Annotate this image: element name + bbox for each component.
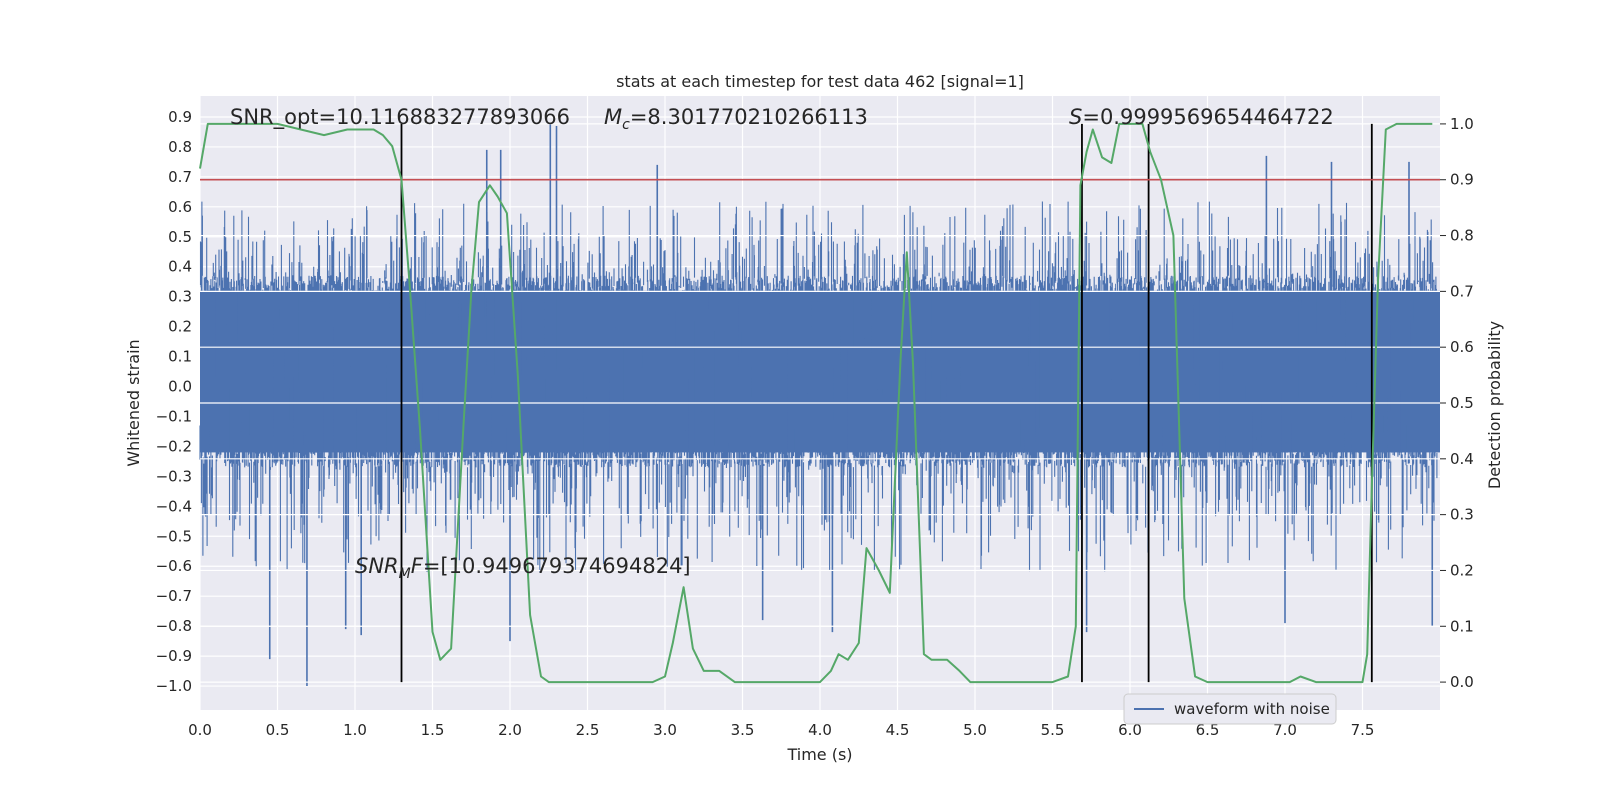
y-tick-label: −0.8 xyxy=(156,617,192,635)
y-right-tick-label: 0.9 xyxy=(1450,171,1474,189)
y-tick-label: −0.9 xyxy=(156,647,192,665)
x-tick-label: 0.5 xyxy=(266,721,290,739)
x-tick-label: 2.5 xyxy=(576,721,600,739)
y-tick-label: −0.7 xyxy=(156,587,192,605)
x-tick-label: 1.5 xyxy=(421,721,445,739)
y-tick-label: −1.0 xyxy=(156,677,192,695)
chart-title: stats at each timestep for test data 462… xyxy=(616,72,1024,91)
y-tick-label: −0.1 xyxy=(156,407,192,425)
y-axis-ticks: 0.9 0.8 0.7 0.6 0.5 0.4 0.3 0.2 0.1 0.0 −0.1 −0.2 −0… xyxy=(156,108,192,695)
x-tick-label: 7.5 xyxy=(1351,721,1375,739)
annotation-snr-mf-f: F xyxy=(411,554,424,578)
x-tick-label: 0.0 xyxy=(188,721,212,739)
y-right-tick-label: 0.0 xyxy=(1450,673,1474,691)
y-tick-label: −0.6 xyxy=(156,557,192,575)
annotation-mc-value: =8.301770210266113 xyxy=(630,105,868,129)
y-right-tick-label: 0.6 xyxy=(1450,338,1474,356)
y-tick-label: 0.9 xyxy=(168,108,192,126)
y-tick-label: 0.2 xyxy=(168,318,192,336)
y-right-tick-label: 1.0 xyxy=(1450,115,1474,133)
probability-line xyxy=(199,122,1433,684)
y-axis-label: Whitened strain xyxy=(124,339,143,466)
legend: waveform with noise xyxy=(1123,693,1337,725)
annotation-snr-opt: SNR_opt=10.116883277893066 xyxy=(230,105,570,130)
x-tick-label: 5.0 xyxy=(963,721,987,739)
y-axis-right-ticks: 1.0 0.9 0.8 0.7 0.6 0.5 0.4 0.3 0.2 0.1 0.0 xyxy=(1440,115,1474,691)
y-right-tick-label: 0.5 xyxy=(1450,394,1474,412)
probability-series xyxy=(199,122,1433,684)
x-tick-label: 1.0 xyxy=(343,721,367,739)
legend-waveform-label: waveform with noise xyxy=(1174,700,1330,718)
x-tick-label: 3.0 xyxy=(653,721,677,739)
waveform-noise xyxy=(199,201,1438,572)
y-tick-label: −0.4 xyxy=(156,497,192,515)
annotation-mc-symbol: M xyxy=(604,105,622,129)
annotation-mc: Mc=8.301770210266113 xyxy=(604,105,868,133)
annotation-s-symbol: S xyxy=(1069,105,1082,129)
x-axis-label: Time (s) xyxy=(786,745,852,764)
annotation-s-value: =0.9999569654464722 xyxy=(1082,105,1333,129)
y-tick-label: −0.5 xyxy=(156,527,192,545)
annotation-snr-mf: SNRMF=[10.949679374694824] xyxy=(355,554,691,582)
y-tick-label: 0.5 xyxy=(168,228,192,246)
y-right-tick-label: 0.3 xyxy=(1450,506,1474,524)
y-tick-label: 0.3 xyxy=(168,288,192,306)
y-tick-label: 0.4 xyxy=(168,258,192,276)
annotation-s: S=0.9999569654464722 xyxy=(1069,105,1334,129)
x-tick-label: 6.5 xyxy=(1196,721,1220,739)
annotation-mc-sub: c xyxy=(622,117,630,133)
y-tick-label: −0.3 xyxy=(156,467,192,485)
y-right-tick-label: 0.4 xyxy=(1450,450,1474,468)
y-right-tick-label: 0.8 xyxy=(1450,227,1474,245)
waveform-series xyxy=(199,122,1440,687)
x-tick-label: 4.0 xyxy=(808,721,832,739)
y-right-tick-label: 0.7 xyxy=(1450,282,1474,300)
y-tick-label: 0.6 xyxy=(168,198,192,216)
vertical-lines xyxy=(400,123,1373,683)
y-tick-label: 0.7 xyxy=(168,168,192,186)
y-tick-label: 0.8 xyxy=(168,138,192,156)
x-tick-label: 3.5 xyxy=(731,721,755,739)
y-tick-label: 0.0 xyxy=(168,378,192,396)
x-tick-label: 2.0 xyxy=(498,721,522,739)
annotation-snr-mf-symbol: SNR xyxy=(355,554,399,578)
x-axis-ticks: 0.0 0.5 1.0 1.5 2.0 2.5 3.0 3.5 4.0 4.5 5.0 5.5 6.0 6… xyxy=(188,721,1374,739)
y-tick-label: −0.2 xyxy=(156,437,192,455)
legend-box xyxy=(1123,693,1337,725)
x-tick-label: 6.0 xyxy=(1118,721,1142,739)
annotation-snr-mf-sub: M xyxy=(399,566,411,582)
y-right-tick-label: 0.1 xyxy=(1450,617,1474,635)
y-tick-label: 0.1 xyxy=(168,348,192,366)
y-axis-right-label: Detection probability xyxy=(1485,321,1504,489)
x-tick-label: 4.5 xyxy=(886,721,910,739)
annotation-snr-mf-value: =[10.949679374694824] xyxy=(423,554,691,578)
x-tick-label: 7.0 xyxy=(1273,721,1297,739)
x-tick-label: 5.5 xyxy=(1041,721,1065,739)
y-right-tick-label: 0.2 xyxy=(1450,561,1474,579)
